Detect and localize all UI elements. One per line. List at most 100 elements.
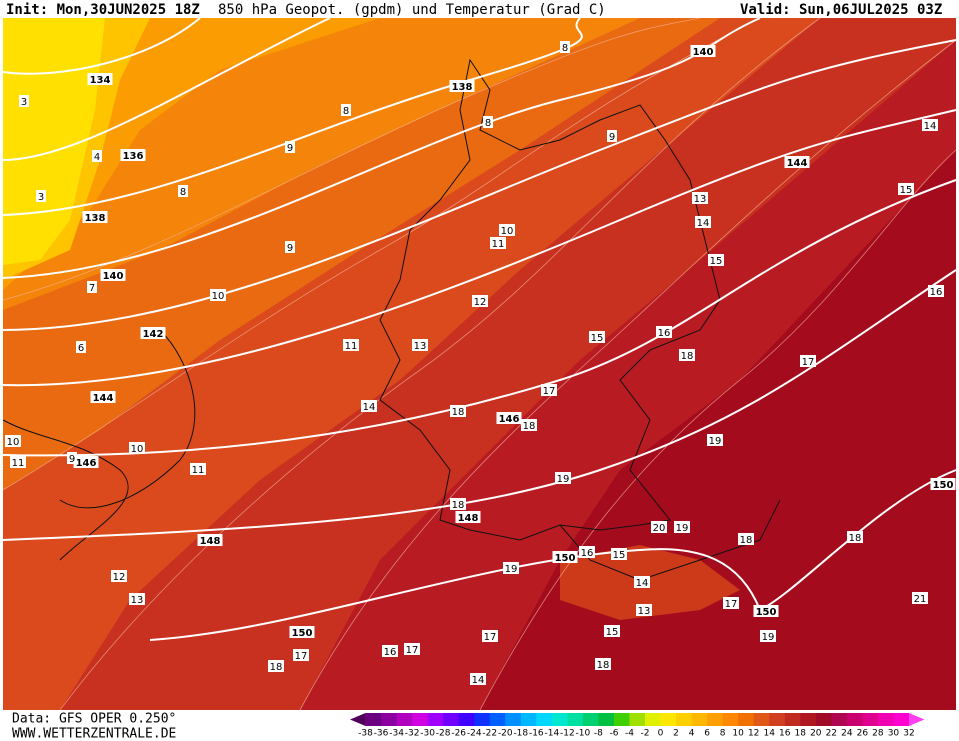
- temperature-label-box: [472, 295, 488, 307]
- temperature-label-box: [656, 326, 672, 338]
- geopotential-label-box: [753, 605, 779, 617]
- temperature-label: 19: [709, 436, 722, 447]
- geopotential-label: 146: [76, 458, 97, 469]
- temperature-label-box: [692, 192, 708, 204]
- temperature-label-box: [341, 104, 351, 116]
- geopotential-label-box: [690, 45, 716, 57]
- scale-tick-label: -34: [389, 729, 404, 739]
- temperature-label: 21: [914, 594, 927, 605]
- scale-bin: [691, 713, 708, 726]
- website: WWW.WETTERZENTRALE.DE: [12, 727, 176, 741]
- temperature-label-box: [912, 592, 928, 604]
- map-title: 850 hPa Geopot. (gpdm) und Temperatur (G…: [218, 2, 606, 18]
- temperature-label-box: [707, 434, 723, 446]
- temperature-label: 3: [38, 192, 44, 203]
- temperature-label-box: [36, 190, 46, 202]
- scale-tick-label: 22: [826, 729, 837, 739]
- scale-tick-label: 12: [748, 729, 759, 739]
- temperature-label-box: [607, 130, 617, 142]
- temperature-label-box: [800, 355, 816, 367]
- scale-tick-label: 2: [673, 729, 679, 739]
- geopotential-label-box: [90, 391, 116, 403]
- scale-tick-label: -16: [529, 729, 544, 739]
- geopotential-line: [2, 17, 201, 75]
- scale-bin: [458, 713, 475, 726]
- temperature-label: 15: [900, 185, 913, 196]
- temperature-label-box: [634, 576, 650, 588]
- scale-arrow-high: [908, 713, 925, 726]
- temperature-label-box: [129, 593, 145, 605]
- temperature-label: 17: [543, 386, 556, 397]
- temperature-label-box: [695, 216, 711, 228]
- scale-bin: [629, 713, 646, 726]
- temperature-label: 15: [613, 550, 626, 561]
- temperature-label: 18: [523, 421, 536, 432]
- geopotential-label-box: [100, 269, 126, 281]
- scale-arrow-low: [350, 713, 366, 726]
- scale-bin: [582, 713, 599, 726]
- temperature-label-box: [579, 546, 595, 558]
- scale-tick-label: 20: [810, 729, 822, 739]
- scale-bin: [598, 713, 615, 726]
- geopotential-label: 150: [555, 553, 576, 564]
- geopotential-label-box: [449, 80, 475, 92]
- temperature-label: 17: [406, 645, 419, 656]
- temperature-label-box: [92, 150, 102, 162]
- scale-bin: [800, 713, 817, 726]
- temperature-label: 14: [697, 218, 710, 229]
- temperature-label: 10: [7, 437, 20, 448]
- geopotential-line: [2, 179, 957, 457]
- temperature-label-box: [560, 41, 570, 53]
- geopotential-label: 136: [123, 151, 144, 162]
- temperature-label: 16: [658, 328, 671, 339]
- temperature-label: 6: [78, 343, 84, 354]
- scale-bin: [613, 713, 630, 726]
- temperature-label: 17: [484, 632, 497, 643]
- geopotential-label: 134: [90, 75, 111, 86]
- temperature-label-box: [541, 384, 557, 396]
- scale-bin: [443, 713, 460, 726]
- temperature-label-box: [521, 419, 537, 431]
- temperature-label: 18: [681, 351, 694, 362]
- geopotential-label-box: [120, 149, 146, 161]
- temperature-label: 16: [384, 647, 397, 658]
- scale-bin: [753, 713, 770, 726]
- temperature-label: 18: [270, 662, 283, 673]
- geopotential-label: 140: [103, 271, 124, 282]
- geopotential-label-box: [82, 211, 108, 223]
- scale-tick-label: -24: [467, 729, 482, 739]
- temperature-label: 9: [287, 243, 293, 254]
- geopotential-label: 146: [499, 414, 520, 425]
- scale-bin: [396, 713, 413, 726]
- temperature-label-box: [589, 331, 605, 343]
- geopotential-line: [2, 109, 957, 387]
- geopotential-line: [149, 469, 957, 641]
- temperature-label: 13: [638, 606, 651, 617]
- temperature-label: 18: [452, 407, 465, 418]
- scale-tick-label: 28: [872, 729, 884, 739]
- map: [2, 17, 957, 711]
- scale-tick-label: -18: [513, 729, 528, 739]
- scale-bin: [489, 713, 506, 726]
- temperature-label: 18: [849, 533, 862, 544]
- temperature-label: 17: [725, 599, 738, 610]
- country-border: [379, 58, 721, 541]
- scale-bin: [707, 713, 724, 726]
- geopotential-label-box: [930, 478, 956, 490]
- geopotential-label: 150: [933, 480, 954, 491]
- scale-tick-label: -30: [420, 729, 435, 739]
- scale-bin: [738, 713, 755, 726]
- isotherm: [299, 39, 957, 711]
- scale-bin: [412, 713, 429, 726]
- temperature-label: 8: [180, 187, 186, 198]
- temperature-label-box: [343, 339, 359, 351]
- scale-bin: [846, 713, 863, 726]
- scale-tick-label: 10: [732, 729, 744, 739]
- temperature-label: 16: [581, 548, 594, 559]
- temperature-label-box: [490, 237, 506, 249]
- temperature-label-box: [928, 285, 944, 297]
- temperature-label: 14: [472, 675, 485, 686]
- temperature-label-box: [111, 570, 127, 582]
- scale-tick-label: -26: [451, 729, 466, 739]
